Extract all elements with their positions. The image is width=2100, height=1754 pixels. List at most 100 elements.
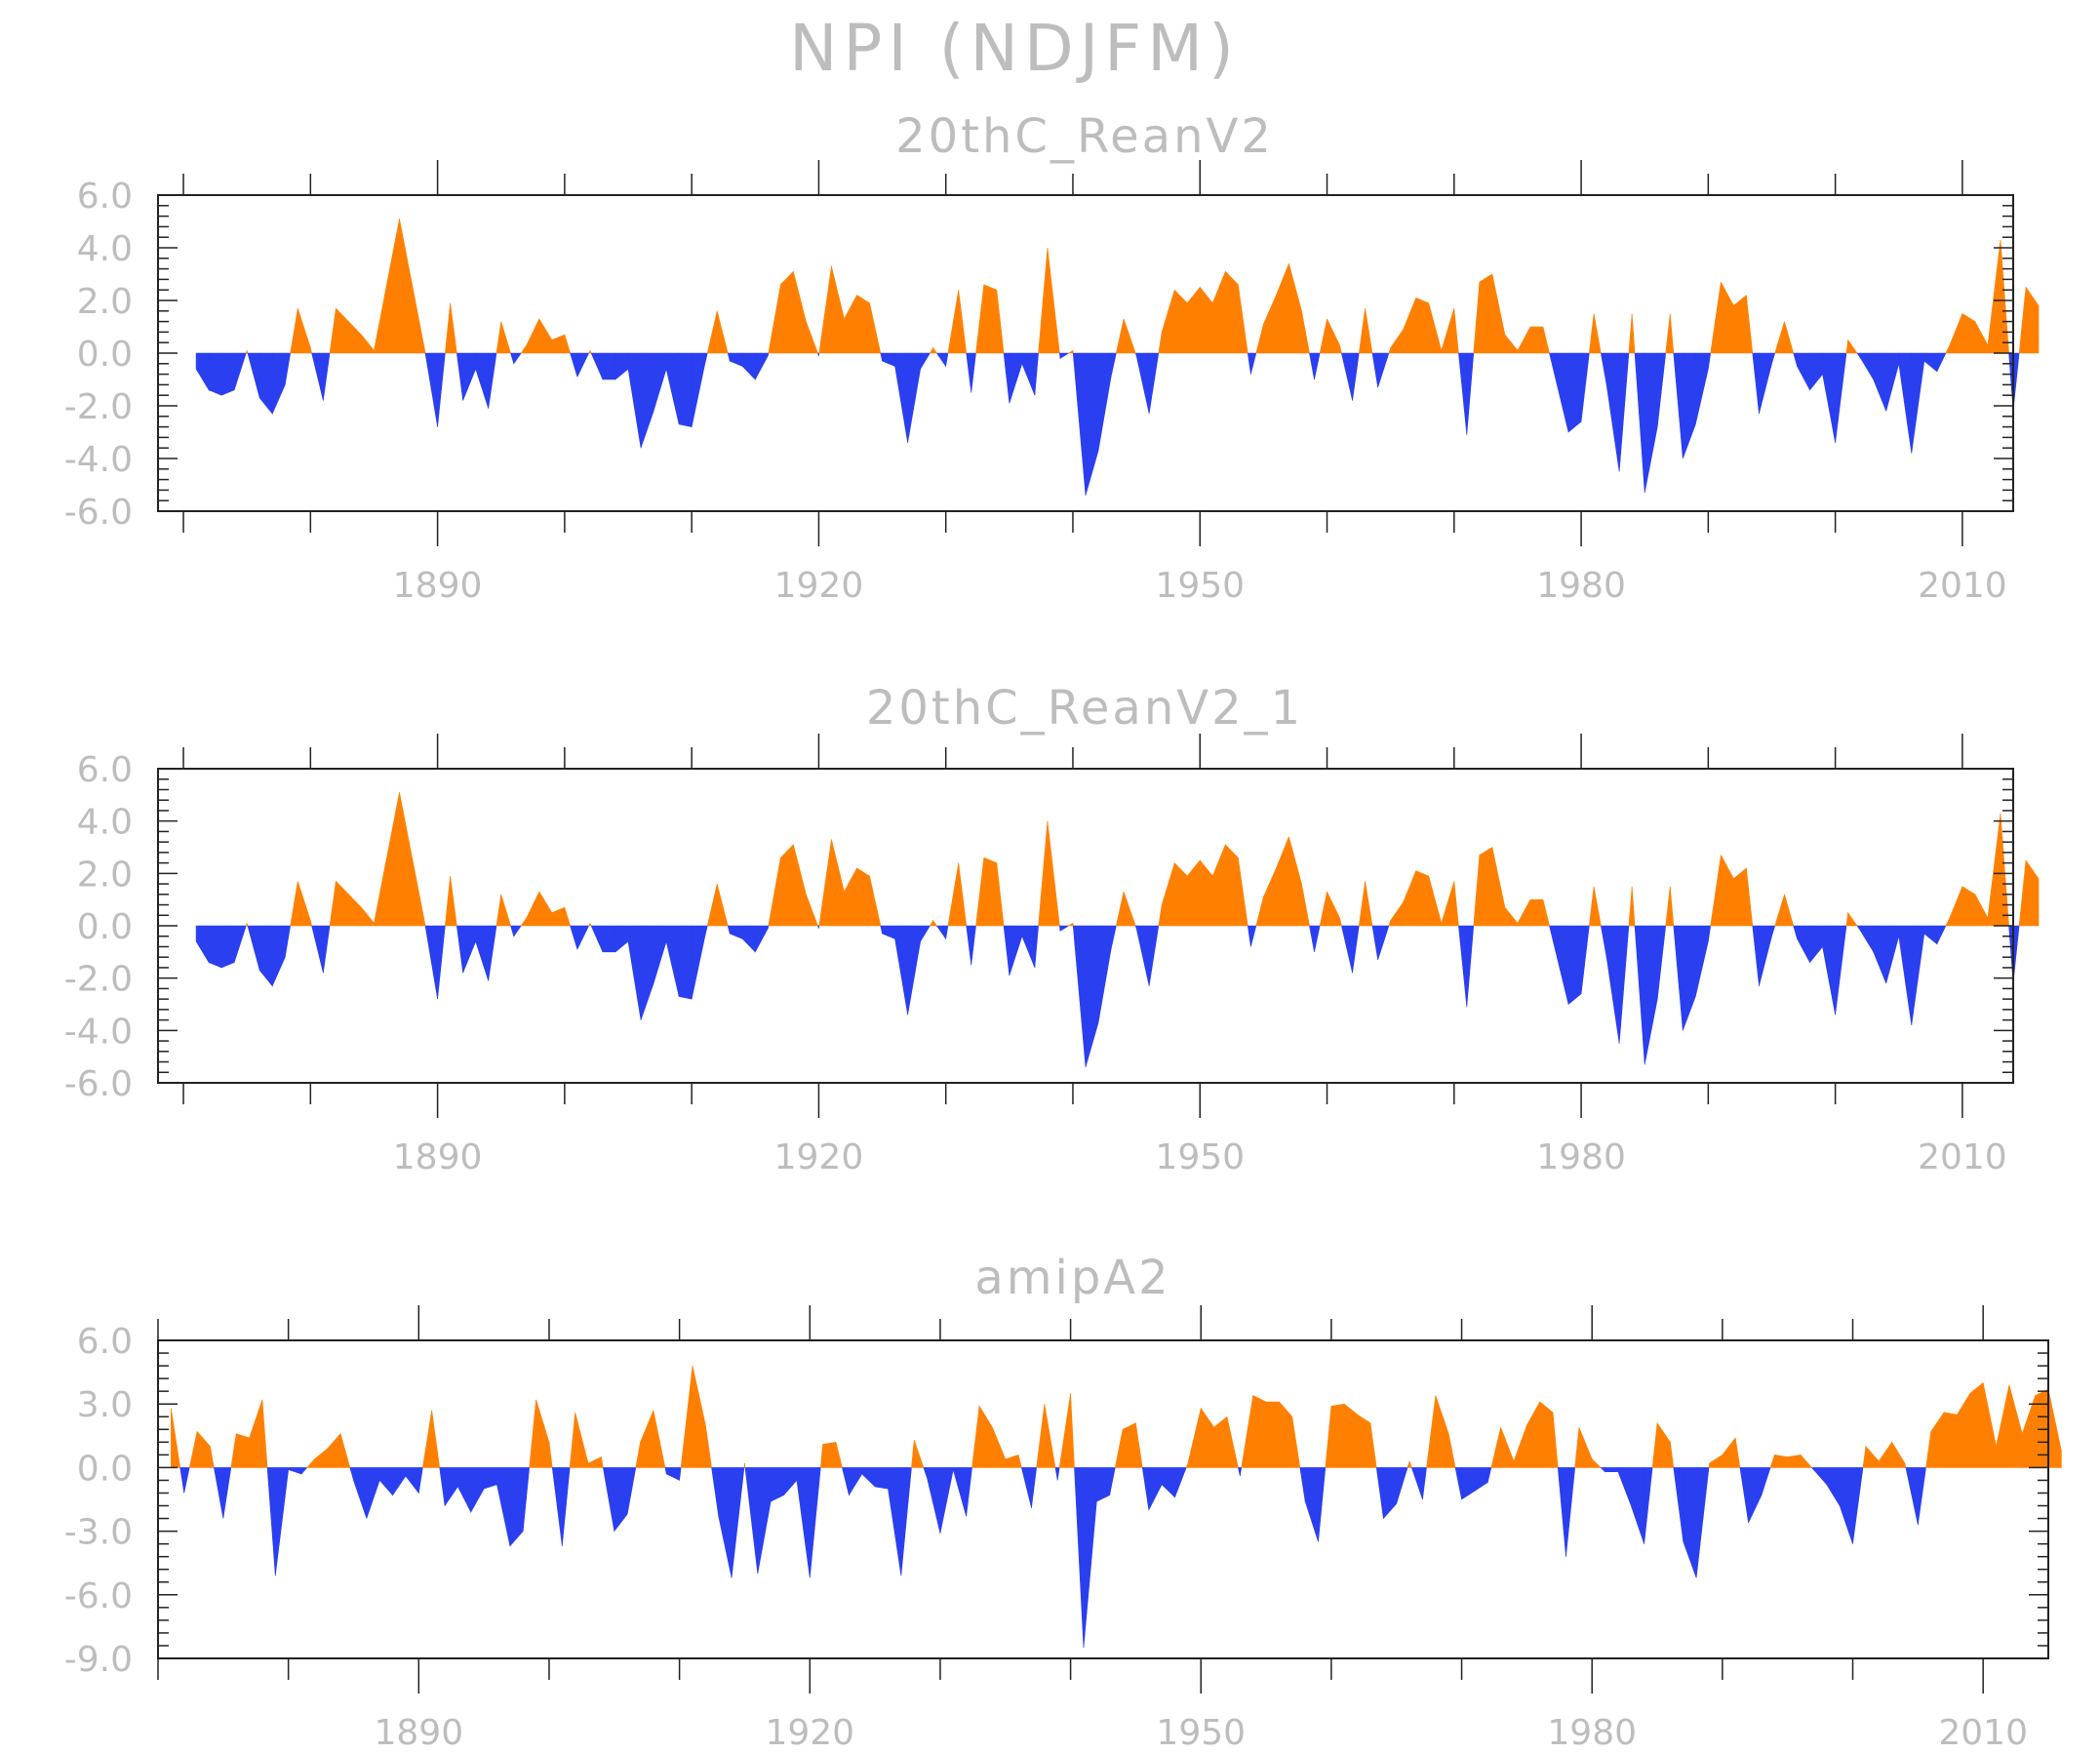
- negative-area-segment: [703, 925, 708, 939]
- negative-area-segment: [1682, 925, 1696, 1031]
- negative-area-segment: [444, 1467, 458, 1507]
- x-tick-label: 1980: [1547, 1713, 1637, 1753]
- negative-area-segment: [1031, 1467, 1038, 1508]
- negative-area-segment: [1708, 925, 1712, 942]
- negative-area-segment: [208, 352, 222, 396]
- positive-area-segment: [495, 321, 502, 354]
- positive-area-segment: [450, 875, 457, 927]
- positive-area-segment: [1288, 836, 1302, 927]
- x-tick-label: 1950: [1155, 1137, 1245, 1177]
- positive-area-segment: [975, 284, 985, 354]
- negative-area-segment: [627, 925, 642, 1020]
- positive-area-segment: [835, 1442, 843, 1468]
- negative-area-segment: [1797, 352, 1810, 390]
- positive-area-segment: [913, 1440, 925, 1468]
- negative-area-segment: [1835, 352, 1847, 443]
- negative-area-segment: [1695, 1467, 1710, 1578]
- negative-area-segment: [1458, 925, 1468, 1008]
- negative-area-segment: [1605, 925, 1620, 1044]
- negative-area-segment: [1605, 1467, 1619, 1473]
- negative-area-segment: [1009, 925, 1023, 977]
- positive-area-segment: [1784, 321, 1795, 354]
- positive-area-segment: [538, 317, 553, 354]
- positive-area-segment: [538, 891, 553, 927]
- negative-area-segment: [1318, 1467, 1327, 1542]
- positive-area-segment: [1945, 344, 1951, 354]
- positive-area-segment: [412, 284, 425, 354]
- positive-area-segment: [929, 919, 933, 927]
- positive-area-segment: [1187, 1408, 1202, 1468]
- negative-area-segment: [1148, 1467, 1163, 1511]
- positive-area-segment: [1593, 313, 1602, 354]
- negative-area-segment: [894, 352, 908, 443]
- negative-area-segment: [1021, 925, 1036, 969]
- negative-area-segment: [1309, 925, 1315, 952]
- positive-area-segment: [500, 321, 511, 354]
- negative-area-segment: [570, 925, 578, 950]
- positive-area-segment: [1479, 846, 1493, 927]
- positive-area-segment: [1628, 886, 1633, 927]
- negative-area-segment: [718, 1467, 733, 1578]
- positive-area-segment: [806, 894, 818, 927]
- positive-area-segment: [1628, 313, 1633, 354]
- negative-area-segment: [475, 925, 490, 981]
- positive-area-segment: [1961, 312, 1976, 354]
- negative-area-segment: [1600, 1467, 1605, 1473]
- negative-area-segment: [861, 1467, 876, 1488]
- positive-area-segment: [495, 894, 502, 927]
- positive-area-segment: [1255, 897, 1264, 927]
- y-tick-label: 6.0: [77, 177, 133, 217]
- positive-area-segment: [327, 1432, 341, 1468]
- positive-area-segment: [1709, 1454, 1724, 1468]
- positive-area-segment: [1769, 1455, 1775, 1468]
- positive-area-segment: [1211, 271, 1226, 354]
- negative-area-segment: [1797, 925, 1810, 963]
- positive-area-segment: [386, 792, 400, 927]
- positive-area-segment: [2000, 239, 2009, 354]
- negative-area-segment: [711, 1467, 720, 1517]
- negative-area-segment: [1644, 925, 1658, 1065]
- positive-area-segment: [1263, 867, 1277, 927]
- negative-area-segment: [513, 352, 522, 365]
- positive-area-segment: [1441, 881, 1455, 927]
- negative-area-segment: [1304, 1467, 1319, 1542]
- positive-area-segment: [780, 270, 794, 354]
- negative-area-segment: [457, 1467, 472, 1513]
- positive-area-segment: [1588, 313, 1595, 354]
- negative-area-segment: [1822, 352, 1836, 443]
- positive-area-segment: [564, 335, 571, 354]
- negative-area-segment: [1809, 925, 1823, 964]
- positive-area-segment: [1949, 313, 1963, 354]
- positive-area-segment: [1158, 332, 1163, 354]
- negative-area-segment: [562, 1467, 571, 1546]
- positive-area-segment: [1656, 1421, 1671, 1468]
- positive-area-segment: [1733, 294, 1747, 354]
- negative-area-segment: [1074, 1467, 1085, 1649]
- positive-area-segment: [1784, 894, 1795, 927]
- positive-area-segment: [535, 1399, 550, 1468]
- x-tick-label: 1980: [1536, 1137, 1626, 1177]
- negative-area-segment: [1309, 352, 1315, 380]
- positive-area-segment: [856, 867, 870, 927]
- negative-area-segment: [323, 352, 331, 401]
- positive-area-segment: [1721, 281, 1734, 354]
- negative-area-segment: [1174, 1467, 1187, 1497]
- negative-area-segment: [247, 925, 260, 971]
- positive-area-segment: [1199, 286, 1213, 354]
- positive-area-segment: [548, 1442, 553, 1468]
- negative-area-segment: [729, 352, 743, 367]
- negative-area-segment: [900, 1467, 912, 1576]
- positive-area-segment: [1226, 1416, 1239, 1468]
- negative-area-segment: [971, 352, 976, 393]
- positive-area-segment: [1038, 247, 1049, 354]
- positive-area-segment: [869, 875, 882, 927]
- y-tick-label: -2.0: [64, 387, 133, 427]
- negative-area-segment: [1618, 925, 1630, 1044]
- positive-area-segment: [818, 265, 832, 354]
- positive-area-segment: [445, 302, 451, 354]
- negative-area-segment: [1809, 352, 1823, 391]
- negative-area-segment: [1600, 925, 1607, 958]
- negative-area-segment: [353, 1467, 368, 1519]
- positive-area-segment: [1945, 917, 1951, 927]
- positive-area-segment: [1339, 917, 1342, 927]
